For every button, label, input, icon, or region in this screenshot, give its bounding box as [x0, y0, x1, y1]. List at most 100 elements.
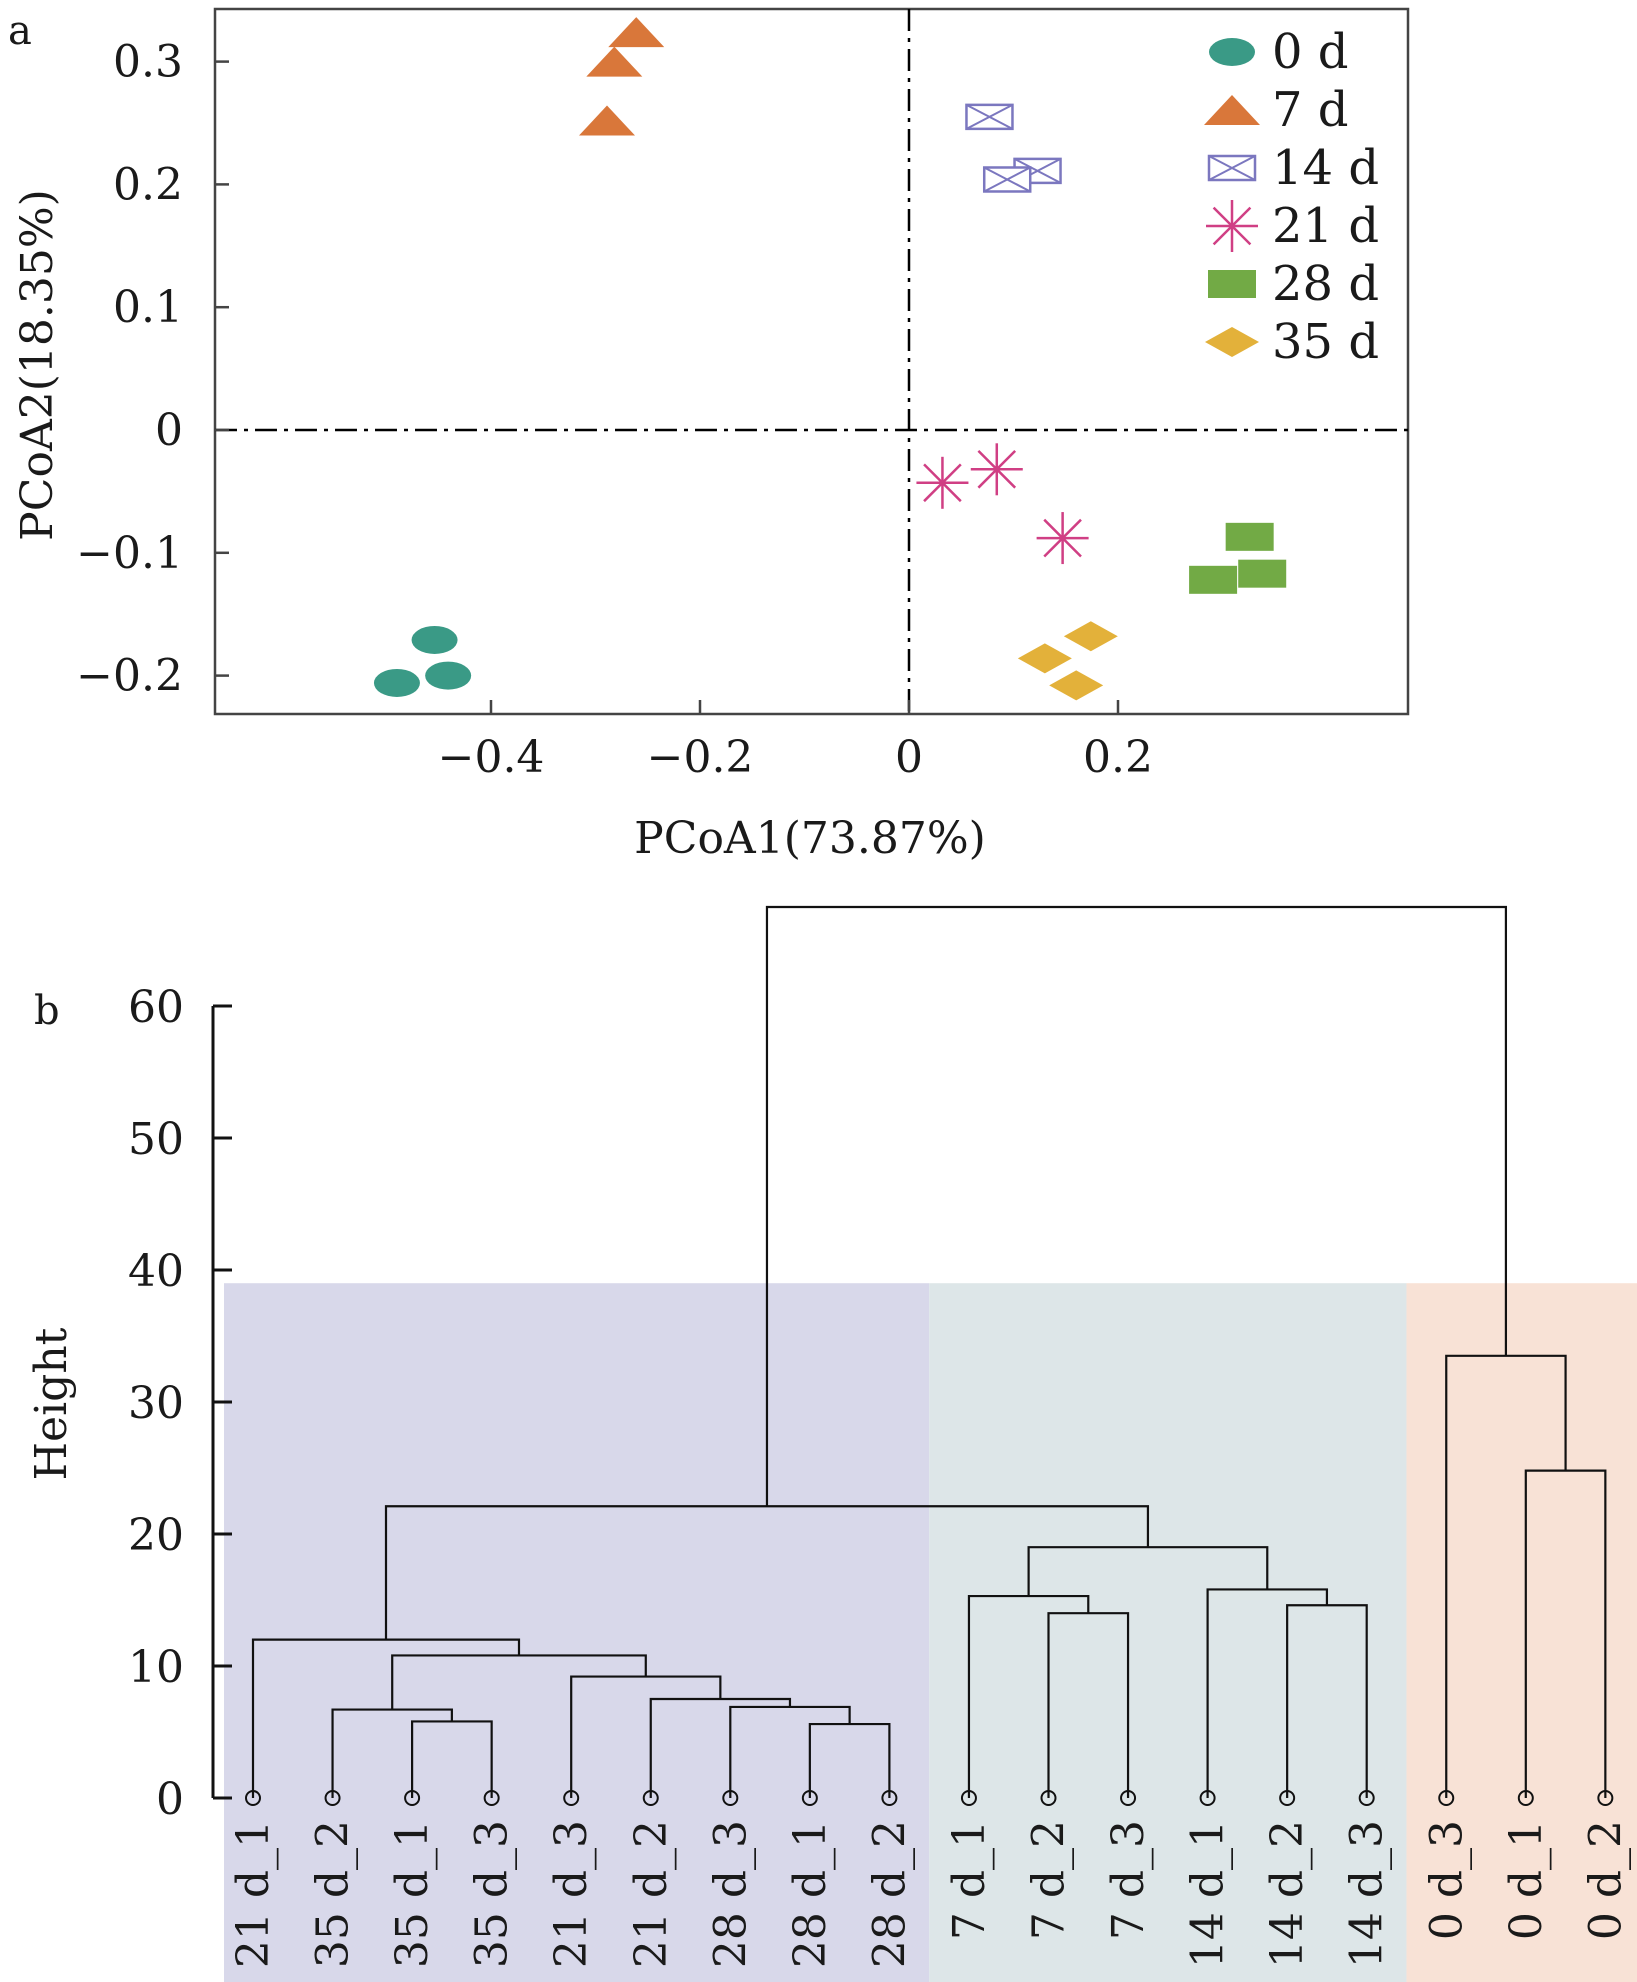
- leaf-label-35-d-3: 35 d_3: [467, 1820, 518, 1968]
- legend-marker-21-d: [1206, 200, 1258, 252]
- height-tick-label: 60: [128, 982, 184, 1033]
- point-14-d: [965, 103, 1014, 131]
- pcoa-legend: 0 d7 d14 d21 d28 d35 d: [1204, 24, 1379, 370]
- leaf-label-21-d-3: 21 d_3: [546, 1820, 597, 1968]
- leaf-node-21-d-2: [642, 1790, 659, 1806]
- pcoa-y-axis-label: PCoA2(18.35%): [12, 189, 63, 541]
- leaf-label-21-d-1: 21 d_1: [228, 1820, 279, 1968]
- legend-label-14-d: 14 d: [1272, 140, 1379, 196]
- dendrogram-tree: [251, 905, 1607, 1798]
- dendrogram-branch: [765, 905, 1508, 1507]
- leaf-node-21-d-1: [245, 1790, 261, 1806]
- legend-label-7-d: 7 d: [1272, 82, 1349, 138]
- cluster-band-3: [1406, 1283, 1637, 1982]
- legend-label-0-d: 0 d: [1272, 24, 1349, 80]
- x-tick-label: −0.4: [438, 732, 545, 783]
- point-21-d: [970, 443, 1023, 496]
- legend-label-28-d: 28 d: [1272, 256, 1379, 312]
- leaf-node-21-d-3: [563, 1790, 580, 1806]
- y-tick-label: −0.2: [76, 651, 183, 702]
- leaf-label-21-d-2: 21 d_2: [626, 1820, 677, 1968]
- leaf-node-7-d-3: [1120, 1790, 1137, 1806]
- leaf-label-14-d-1: 14 d_1: [1183, 1820, 1234, 1968]
- panel-a-label: a: [8, 8, 32, 54]
- point-35-d: [1063, 621, 1118, 652]
- leaf-node-35-d-1: [404, 1790, 421, 1806]
- leaf-node-0-d-3: [1438, 1790, 1455, 1806]
- leaf-label-7-d-1: 7 d_1: [944, 1820, 995, 1940]
- y-tick-label: 0.1: [113, 282, 183, 333]
- point-0-d: [373, 668, 420, 697]
- point-35-d: [1017, 643, 1072, 674]
- height-axis: 0 10 20 30 40 50 60: [128, 982, 232, 1825]
- leaf-label-14-d-3: 14 d_3: [1342, 1820, 1393, 1968]
- leaf-node-35-d-3: [483, 1790, 500, 1806]
- leaf-label-28-d-1: 28 d_1: [785, 1820, 836, 1968]
- height-tick-label: 40: [128, 1246, 184, 1297]
- leaf-label-0-d-3: 0 d_3: [1421, 1820, 1472, 1940]
- legend-marker-0-d: [1209, 38, 1255, 66]
- leaf-node-28-d-2: [881, 1790, 898, 1806]
- pcoa-y-ticks: 0.3 0.2 0.1 0 −0.1 −0.2: [76, 37, 229, 702]
- leaf-label-0-d-1: 0 d_1: [1501, 1820, 1552, 1940]
- pcoa-x-axis-label: PCoA1(73.87%): [634, 813, 986, 864]
- cluster-bands: [224, 1283, 1637, 1982]
- height-tick-label: 20: [128, 1510, 184, 1561]
- height-tick-label: 30: [128, 1378, 184, 1429]
- x-tick-label: −0.2: [647, 732, 754, 783]
- point-28-d: [1238, 559, 1287, 588]
- y-tick-label: 0: [155, 405, 183, 456]
- leaf-node-7-d-1: [960, 1790, 977, 1806]
- point-7-d: [608, 17, 665, 48]
- leaf-label-7-d-3: 7 d_3: [1103, 1820, 1154, 1940]
- dendrogram-leaves: 21 d_1 35 d_2 35 d_1 35 d_3 21 d_3 21 d_2 28 d…: [228, 1790, 1631, 1968]
- leaf-node-7-d-2: [1040, 1790, 1057, 1806]
- leaf-label-28-d-3: 28 d_3: [705, 1820, 756, 1968]
- height-tick-label: 10: [128, 1642, 184, 1693]
- legend-marker-7-d: [1204, 95, 1260, 125]
- point-21-d: [1036, 512, 1089, 565]
- point-14-d: [982, 166, 1032, 193]
- leaf-node-0-d-2: [1597, 1790, 1614, 1806]
- pcoa-x-ticks: −0.4 −0.2 0 0.2: [438, 700, 1153, 783]
- point-35-d: [1049, 670, 1104, 701]
- y-tick-label: −0.1: [76, 528, 183, 579]
- leaf-node-28-d-3: [722, 1790, 739, 1806]
- legend-label-35-d: 35 d: [1272, 314, 1379, 370]
- height-tick-label: 0: [156, 1774, 184, 1825]
- cluster-band-2: [929, 1283, 1407, 1982]
- legend-label-21-d: 21 d: [1272, 198, 1379, 254]
- point-21-d: [916, 456, 969, 509]
- point-0-d: [411, 625, 458, 654]
- leaf-node-14-d-1: [1199, 1790, 1216, 1806]
- point-14-d: [1013, 157, 1062, 185]
- x-tick-label: 0: [895, 732, 923, 783]
- pcoa-points: [373, 17, 1287, 701]
- x-tick-label: 0.2: [1083, 732, 1153, 783]
- height-axis-label: Height: [26, 1327, 77, 1480]
- leaf-label-7-d-2: 7 d_2: [1024, 1820, 1075, 1940]
- y-tick-label: 0.3: [113, 37, 183, 88]
- leaf-label-0-d-2: 0 d_2: [1580, 1820, 1631, 1940]
- leaf-node-14-d-3: [1358, 1790, 1375, 1806]
- point-28-d: [1225, 522, 1274, 551]
- leaf-label-28-d-2: 28 d_2: [864, 1820, 915, 1968]
- point-0-d: [425, 661, 472, 690]
- legend-marker-14-d: [1207, 154, 1257, 182]
- panel-b-label: b: [34, 988, 60, 1034]
- leaf-label-35-d-2: 35 d_2: [308, 1820, 359, 1968]
- cluster-band-1: [224, 1283, 930, 1982]
- point-7-d: [586, 46, 643, 77]
- height-tick-label: 50: [128, 1114, 184, 1165]
- leaf-label-14-d-2: 14 d_2: [1262, 1820, 1313, 1968]
- point-7-d: [578, 105, 635, 136]
- legend-marker-28-d: [1208, 270, 1256, 298]
- leaf-label-35-d-1: 35 d_1: [387, 1820, 438, 1968]
- legend-marker-35-d: [1205, 327, 1259, 357]
- leaf-node-0-d-1: [1517, 1790, 1534, 1806]
- leaf-node-35-d-2: [324, 1790, 341, 1806]
- point-28-d: [1189, 565, 1238, 594]
- y-tick-label: 0.2: [113, 159, 183, 210]
- pcoa-plot-frame: [213, 7, 1410, 716]
